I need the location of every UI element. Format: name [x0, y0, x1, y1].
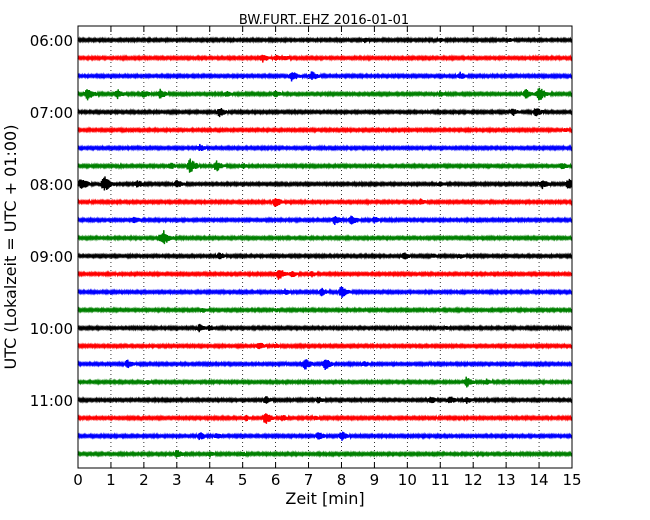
x-tick-label: 8: [337, 471, 347, 489]
trace-0845: [77, 230, 573, 245]
trace-1000: [77, 323, 573, 333]
y-tick-label: 11:00: [30, 392, 73, 410]
x-tick-label: 11: [431, 471, 450, 489]
y-tick-label: 06:00: [30, 32, 73, 50]
x-tick-label: 5: [238, 471, 248, 489]
trace-0830: [77, 215, 573, 226]
x-tick-label: 13: [497, 471, 516, 489]
trace-0900: [77, 251, 573, 260]
trace-1030: [77, 359, 573, 371]
x-tick-label: 0: [73, 471, 83, 489]
x-tick-label: 4: [205, 471, 215, 489]
x-tick-label: 12: [464, 471, 483, 489]
trace-0600: [77, 36, 573, 45]
trace-0915: [77, 270, 573, 280]
x-tick-label: 9: [370, 471, 380, 489]
trace-group: [77, 36, 573, 458]
trace-0700: [77, 108, 573, 118]
x-tick-label: 2: [139, 471, 149, 489]
trace-0715: [77, 126, 573, 134]
trace-1145: [77, 450, 573, 458]
trace-1100: [77, 396, 573, 404]
trace-0615: [77, 54, 573, 63]
trace-1130: [77, 431, 573, 441]
y-tick-label: 09:00: [30, 248, 73, 266]
trace-0930: [77, 286, 573, 298]
trace-0630: [77, 71, 573, 82]
x-tick-label: 14: [530, 471, 549, 489]
x-tick-label: 10: [398, 471, 417, 489]
trace-0730: [77, 143, 573, 152]
trace-1015: [77, 342, 573, 350]
trace-1045: [77, 376, 573, 388]
y-tick-label: 07:00: [30, 104, 73, 122]
trace-0645: [77, 87, 573, 101]
grid-lines: [110, 26, 540, 468]
x-tick-label: 15: [562, 471, 581, 489]
y-tick-label: 10:00: [30, 320, 73, 338]
chart-title: BW.FURT..EHZ 2016-01-01: [239, 13, 409, 28]
x-tick-label: 3: [172, 471, 182, 489]
y-axis-label: UTC (Lokalzeit = UTC + 01:00): [1, 125, 20, 370]
y-tick-label: 08:00: [30, 176, 73, 194]
x-axis: 0 1 2 3 4 5 6 7 8 9 10 11 12 13 14 15: [73, 26, 582, 489]
x-tick-label: 1: [106, 471, 116, 489]
x-axis-label: Zeit [min]: [285, 489, 364, 508]
y-axis: 06:00 07:00 08:00 09:00 10:00 11:00: [30, 32, 572, 410]
trace-0815: [77, 198, 573, 207]
plot-frame: [77, 25, 573, 469]
trace-1115: [77, 413, 573, 424]
trace-0745: [77, 158, 573, 173]
trace-0800: [77, 176, 573, 191]
trace-0945: [77, 306, 573, 314]
x-tick-label: 6: [271, 471, 281, 489]
x-tick-label: 7: [304, 471, 314, 489]
